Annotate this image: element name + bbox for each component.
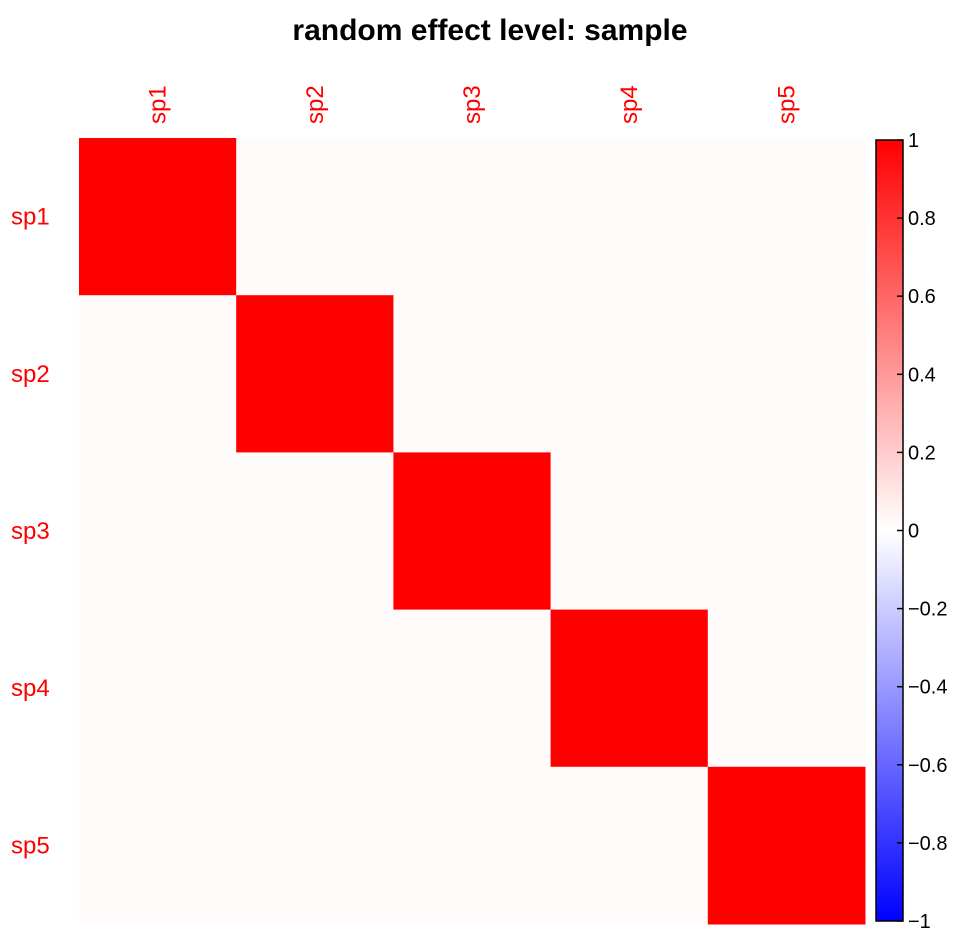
colorbar-tick-label: −0.4 (908, 677, 947, 699)
colorbar-tick-label: −0.8 (908, 833, 947, 855)
colorbar-tick-label: 0.6 (908, 286, 936, 308)
colorbar-tick-label: −0.2 (908, 599, 947, 621)
heatmap-cell-sp1-sp2 (236, 138, 394, 296)
heatmap-cell-sp1-sp5 (707, 138, 866, 296)
colorbar-tick-label: 0 (908, 521, 919, 543)
row-label-sp3: sp3 (11, 518, 50, 545)
heatmap-cell-sp2-sp4 (550, 295, 709, 453)
color-legend: 1 0.8 0.6 0.4 0.2 0 −0.2 −0.4 −0.6 −0.8 −1 (875, 130, 947, 933)
heatmap-cell-sp2-sp2 (236, 295, 394, 453)
colorbar-tick-label: 0.4 (908, 364, 936, 386)
row-label-sp5: sp5 (11, 832, 50, 859)
heatmap-cell-sp3-sp2 (236, 452, 394, 611)
column-label-sp1: sp1 (145, 85, 172, 124)
row-label-sp4: sp4 (11, 675, 50, 702)
column-label-sp2: sp2 (302, 85, 329, 124)
heatmap-cell-sp2-sp1 (79, 295, 237, 453)
heatmap-cell-sp1-sp3 (393, 138, 552, 296)
column-labels: sp1 sp2 sp3 sp4 sp5 (145, 85, 801, 124)
heatmap-cell-sp3-sp3 (393, 452, 552, 611)
row-labels: sp1 sp2 sp3 sp4 sp5 (11, 204, 50, 860)
heatmap-cell-sp3-sp1 (79, 452, 237, 611)
row-label-sp2: sp2 (11, 361, 50, 388)
heatmap-cell-sp5-sp3 (393, 766, 552, 925)
heatmap-cell-sp2-sp3 (393, 295, 552, 453)
heatmap-cell-sp2-sp5 (707, 295, 866, 453)
heatmap-cells (79, 138, 866, 925)
colorbar-tick-label: 0.8 (908, 208, 936, 230)
colorbar-tick-label: 1 (908, 130, 919, 152)
heatmap-cell-sp1-sp1 (79, 138, 237, 296)
heatmap-cell-sp3-sp5 (707, 452, 866, 611)
heatmap-cell-sp1-sp4 (550, 138, 709, 296)
heatmap-cell-sp4-sp3 (393, 609, 552, 768)
heatmap-cell-sp5-sp4 (550, 766, 709, 925)
heatmap-cell-sp4-sp2 (236, 609, 394, 768)
heatmap-cell-sp3-sp4 (550, 452, 709, 611)
column-label-sp3: sp3 (459, 85, 486, 124)
heatmap-cell-sp4-sp4 (550, 609, 709, 768)
row-label-sp1: sp1 (11, 204, 50, 231)
heatmap-cell-sp5-sp5 (707, 766, 866, 925)
heatmap-cell-sp5-sp2 (236, 766, 394, 925)
column-label-sp5: sp5 (773, 85, 800, 124)
chart-title: random effect level: sample (292, 14, 687, 47)
colorbar-tick-label: −0.6 (908, 755, 947, 777)
heatmap-cell-sp5-sp1 (79, 766, 237, 925)
colorbar-tick-label: 0.2 (908, 442, 936, 464)
heatmap-cell-sp4-sp1 (79, 609, 237, 768)
colorbar-tick-label: −1 (908, 911, 931, 933)
column-label-sp4: sp4 (616, 85, 643, 124)
heatmap-cell-sp4-sp5 (707, 609, 866, 768)
